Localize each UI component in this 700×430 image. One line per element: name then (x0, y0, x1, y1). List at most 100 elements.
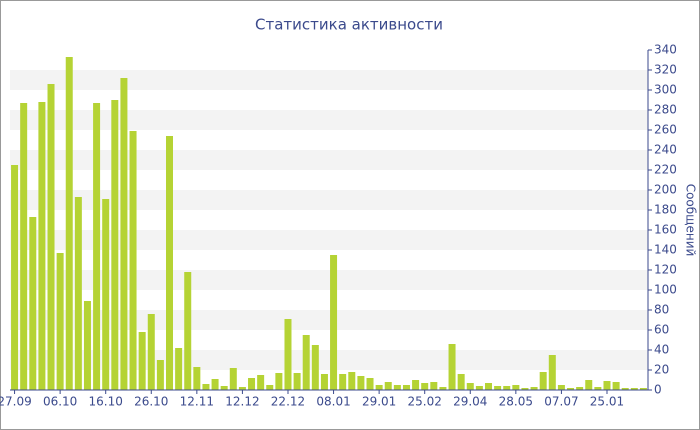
bar (120, 78, 128, 390)
bar (47, 84, 55, 390)
bar (229, 368, 237, 390)
bar (65, 57, 73, 390)
bar (284, 319, 292, 390)
bar (248, 378, 256, 390)
x-tick-label: 16.10 (89, 395, 123, 409)
y-tick-label: 180 (654, 203, 677, 217)
bar (238, 387, 246, 390)
bar (621, 388, 629, 390)
y-axis-label: Сообщений (684, 184, 698, 257)
bar (448, 344, 456, 390)
y-tick-label: 260 (654, 123, 677, 137)
bar (175, 348, 183, 390)
x-tick-label: 12.12 (225, 395, 259, 409)
bar (384, 382, 392, 390)
bar (147, 314, 155, 390)
bar (74, 197, 82, 390)
x-tick-label: 29.04 (453, 395, 487, 409)
bar (457, 374, 465, 390)
bar (567, 388, 575, 390)
bar (548, 355, 556, 390)
x-tick-label: 25.02 (408, 395, 442, 409)
y-tick-label: 300 (654, 83, 677, 97)
bar (129, 131, 137, 390)
bar (612, 382, 620, 390)
bar (421, 383, 429, 390)
bar (393, 385, 401, 390)
grid-band (10, 150, 648, 170)
chart-title: Статистика активности (255, 16, 443, 34)
bar (11, 165, 19, 390)
bar (102, 199, 110, 390)
y-tick-label: 200 (654, 183, 677, 197)
bar (257, 375, 265, 390)
x-tick-label: 27.09 (0, 395, 32, 409)
bar (557, 385, 565, 390)
bar (439, 387, 447, 390)
bar (494, 386, 502, 390)
bar (20, 103, 28, 390)
bar (293, 373, 301, 390)
y-tick-label: 140 (654, 243, 677, 257)
bar (111, 100, 119, 390)
bar (56, 253, 64, 390)
bar (530, 387, 538, 390)
y-tick-label: 320 (654, 63, 677, 77)
y-tick-label: 20 (654, 363, 669, 377)
grid-band (10, 110, 648, 130)
bar (576, 387, 584, 390)
bar (266, 385, 274, 390)
bar (275, 373, 283, 390)
bar (184, 272, 192, 390)
x-tick-label: 12.11 (180, 395, 214, 409)
bar (220, 386, 228, 390)
bar (412, 380, 420, 390)
y-tick-label: 220 (654, 163, 677, 177)
y-tick-label: 100 (654, 283, 677, 297)
bar (320, 374, 328, 390)
y-tick-label: 120 (654, 263, 677, 277)
x-tick-label: 08.01 (316, 395, 350, 409)
bar (311, 345, 319, 390)
bar (93, 103, 101, 390)
bar (585, 380, 593, 390)
bar (521, 388, 529, 390)
y-tick-label: 280 (654, 103, 677, 117)
bar (594, 387, 602, 390)
y-tick-label: 240 (654, 143, 677, 157)
bar (339, 374, 347, 390)
bar (539, 372, 547, 390)
bar (366, 378, 374, 390)
bar (430, 382, 438, 390)
bar (402, 385, 410, 390)
bar (485, 383, 492, 390)
x-tick-label: 25.01 (590, 395, 624, 409)
bar (503, 386, 511, 390)
x-tick-label: 22.12 (271, 395, 305, 409)
y-tick-label: 80 (654, 303, 669, 317)
y-tick-label: 0 (654, 383, 662, 397)
y-tick-label: 340 (654, 43, 677, 57)
bar (166, 136, 173, 390)
x-tick-label: 29.01 (362, 395, 396, 409)
bar (29, 217, 37, 390)
bar (138, 332, 146, 390)
bar (603, 381, 611, 390)
bar (466, 383, 474, 390)
bar (211, 379, 219, 390)
y-tick-label: 160 (654, 223, 677, 237)
bar (630, 388, 638, 390)
bar (639, 388, 647, 390)
bar (475, 386, 483, 390)
x-tick-label: 28.05 (499, 395, 533, 409)
bar (330, 255, 338, 390)
x-tick-label: 07.07 (544, 395, 578, 409)
bar (202, 384, 210, 390)
bar (375, 385, 383, 390)
bar (512, 385, 520, 390)
bar (38, 102, 46, 390)
bar (83, 301, 91, 390)
x-tick-label: 06.10 (43, 395, 77, 409)
y-tick-label: 60 (654, 323, 669, 337)
